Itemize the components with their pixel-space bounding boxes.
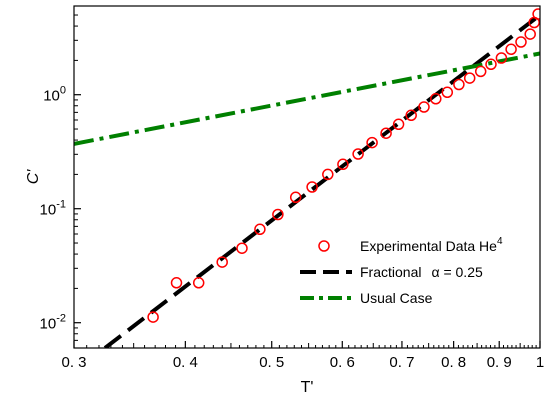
data-point — [524, 28, 536, 40]
data-point — [272, 208, 284, 221]
data-point — [485, 58, 497, 71]
data-point — [352, 148, 364, 160]
x-tick-label: 0. 4 — [173, 354, 198, 371]
data-point — [337, 158, 349, 171]
markers-0 — [147, 8, 540, 323]
x-tick-label: 0. 6 — [330, 354, 355, 371]
data-point — [147, 311, 159, 323]
x-tick-label: 0. 7 — [389, 354, 414, 371]
y-tick-label: 10-2 — [40, 313, 66, 333]
data-point — [430, 93, 442, 105]
data-point — [505, 43, 517, 56]
legend-item-2: Usual Case — [300, 290, 433, 306]
x-axis: 0. 3 0. 4 0. 5 0. 6 0. 7 0. 8 0. 9 1 — [61, 341, 544, 371]
y-axis: 10-2 10-1 100 — [40, 5, 81, 349]
data-point — [515, 36, 527, 48]
legend-label: Fractional α = 0.25 — [360, 264, 483, 280]
series-layer — [74, 8, 540, 348]
data-point — [236, 242, 248, 254]
x-tick-label: 1 — [536, 354, 544, 371]
data-point — [474, 65, 487, 78]
series-2 — [74, 51, 540, 146]
x-tick-label: 0. 9 — [487, 354, 512, 371]
data-point — [289, 191, 302, 204]
data-point — [170, 277, 183, 289]
legend-label: Usual Case — [360, 290, 433, 306]
legend-marker — [318, 240, 330, 252]
data-point — [392, 118, 405, 131]
legend-item-1: Fractional α = 0.25 — [300, 264, 483, 280]
data-point — [306, 181, 318, 193]
series-1 — [103, 13, 540, 348]
x-axis-title: T' — [301, 379, 314, 396]
data-point — [192, 277, 205, 289]
data-point — [453, 78, 465, 91]
data-point — [254, 223, 266, 236]
data-point — [366, 136, 378, 149]
y-tick-label: 10-1 — [40, 199, 66, 219]
y-tick-label: 100 — [43, 85, 66, 105]
data-point — [532, 8, 540, 20]
data-point — [463, 72, 476, 84]
data-point — [322, 168, 334, 181]
plot-frame — [73, 5, 541, 349]
x-tick-label: 0. 3 — [61, 354, 86, 371]
y-axis-title: C' — [25, 169, 42, 185]
data-point — [441, 86, 454, 99]
data-point — [216, 256, 228, 268]
legend-item-0: Experimental Data He4 — [318, 236, 503, 254]
data-point — [418, 101, 430, 113]
data-point — [380, 127, 392, 139]
data-point — [495, 52, 508, 64]
series-line-2 — [74, 51, 540, 146]
x-tick-label: 0. 8 — [441, 354, 466, 371]
x-tick-label: 0. 5 — [259, 354, 284, 371]
data-point — [405, 109, 417, 122]
legend-label: Experimental Data He4 — [360, 236, 503, 254]
legend: Experimental Data He4 Fractional α = 0.25 U… — [300, 236, 503, 306]
series-line-1 — [103, 13, 540, 348]
